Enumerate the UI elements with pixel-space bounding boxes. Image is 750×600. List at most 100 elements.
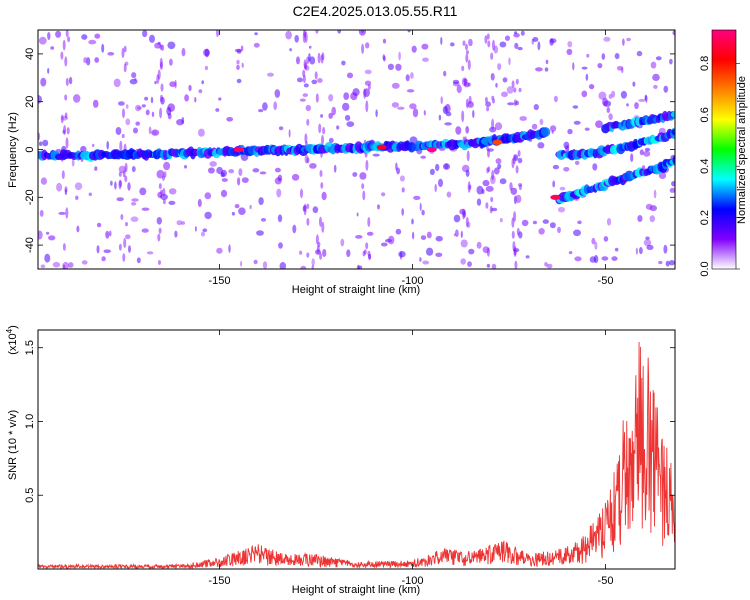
spectrogram-speckle <box>495 82 498 88</box>
spectrogram-speckle <box>514 260 518 269</box>
spectrogram-speckle <box>198 128 205 137</box>
spectrogram-speckle <box>38 132 41 141</box>
spectrogram-speckle <box>614 247 619 252</box>
spectrogram-speckle <box>594 241 598 250</box>
spectrogram-speckle <box>158 183 162 190</box>
spectrogram-speckle <box>188 84 192 92</box>
spectrogram-speckle <box>468 248 475 255</box>
spectrogram-speckle <box>154 80 157 85</box>
spectrogram-speckle <box>128 245 131 253</box>
spectrogram-speckle <box>501 91 508 98</box>
spectrogram-speckle <box>236 64 240 70</box>
spectrogram-speckle <box>559 186 566 191</box>
spectrogram-speckle <box>133 127 138 134</box>
spectrogram-speckle <box>274 89 281 98</box>
spectrogram-speckle <box>511 230 515 239</box>
spectrogram-speckle <box>343 92 350 100</box>
spectrogram-speckle <box>567 41 573 48</box>
spectrogram-speckle <box>419 257 422 262</box>
spectrogram-speckle <box>639 149 644 156</box>
spectrogram-speckle <box>194 96 197 103</box>
spectrogram-speckle <box>395 228 402 235</box>
spectrogram-speckle <box>328 94 334 102</box>
spectrogram-speckle <box>487 148 490 158</box>
spectrogram-speckle <box>380 192 386 197</box>
spectrogram-speckle <box>455 126 462 135</box>
snr-x-tick-label: -100 <box>401 575 423 587</box>
spectrogram-speckle <box>466 50 469 55</box>
spectrogram-speckle <box>317 241 321 248</box>
spectrogram-speckle <box>465 216 469 228</box>
snr-y-multiplier: (x104) <box>5 325 19 355</box>
snr-background <box>38 330 675 569</box>
spectrogram-speckle <box>131 202 137 206</box>
spectrogram-speckle <box>279 262 287 269</box>
spectrogram-speckle <box>306 203 310 209</box>
spectrogram-speckle <box>462 40 466 46</box>
spectrogram-speckle <box>346 121 355 127</box>
spectrogram-speckle <box>382 38 387 44</box>
spectrogram-speckle <box>319 252 323 260</box>
spectrogram-speckle <box>597 63 603 69</box>
spectrogram-speckle <box>482 179 490 187</box>
spectrogram-speckle <box>643 239 652 247</box>
spectrogram-speckle <box>586 53 590 58</box>
spectrogram-speckle <box>405 74 410 82</box>
spectrogram-speckle <box>109 230 112 237</box>
spectrogram-speckle <box>160 83 164 92</box>
spectrogram-speckle <box>397 106 405 110</box>
spectrogram-speckle <box>602 97 608 107</box>
spectrogram-speckle <box>515 165 519 174</box>
spectrogram-speckle <box>672 30 675 36</box>
spectrogram-speckle <box>144 96 149 101</box>
spectrogram-speckle <box>40 77 47 87</box>
spectrogram-speckle <box>125 104 129 109</box>
spectrogram-peak <box>492 139 503 145</box>
spectrogram-x-tick-label: -100 <box>401 275 423 287</box>
spectrogram-speckle <box>249 204 252 210</box>
spectrogram-speckle <box>438 178 443 188</box>
spectrogram-speckle <box>309 163 317 169</box>
snr-y-ticks: 0.5 1.0 1.5 <box>24 340 675 503</box>
spectrogram-speckle <box>258 109 264 113</box>
spectrogram-speckle <box>565 145 570 153</box>
spectrogram-speckle <box>39 209 44 217</box>
spectrogram-speckle <box>572 62 575 71</box>
spectrogram-speckle <box>643 150 651 157</box>
spectrogram-speckle <box>174 230 178 238</box>
spectrogram-speckle <box>490 196 494 203</box>
spectrogram-speckle <box>152 130 157 136</box>
spectrogram-speckle <box>125 234 131 240</box>
spectrogram-speckle <box>461 110 465 123</box>
snr-x-ticks: -150 -100 -50 <box>208 330 613 587</box>
spectrogram-speckle <box>645 236 650 240</box>
spectrogram-band-cell <box>670 111 675 118</box>
chart-title: C2E4.2025.013.05.55.R11 <box>293 3 458 19</box>
colorbar-tick-label: 0.0 <box>699 261 711 276</box>
spectrogram-speckle <box>141 104 146 108</box>
spectrogram-speckle <box>231 211 235 216</box>
spectrogram-speckle <box>406 89 415 93</box>
spectrogram-speckle <box>176 119 184 126</box>
spectrogram-speckle <box>491 263 497 269</box>
spectrogram-speckle <box>237 177 241 186</box>
spectrogram-speckle <box>362 190 366 201</box>
spectrogram-speckle <box>184 165 187 169</box>
spectrogram-speckle <box>337 30 342 34</box>
spectrogram-speckle <box>380 242 388 247</box>
spectrogram-speckle <box>646 244 654 250</box>
spectrogram-speckle <box>169 81 177 88</box>
spectrogram-peak <box>233 146 244 153</box>
spectrogram-y-tick-label: 40 <box>24 48 36 60</box>
spectrogram-speckle <box>344 114 351 121</box>
spectrogram-speckle <box>47 67 50 74</box>
spectrogram-speckle <box>253 42 260 48</box>
spectrogram-speckle <box>240 45 244 52</box>
spectrogram-speckle <box>513 87 517 93</box>
spectrogram-speckle <box>388 235 395 245</box>
spectrogram-speckle <box>55 30 62 38</box>
colorbar: 0.0 0.2 0.4 0.6 0.8 Normalized spectral ampl… <box>699 29 748 277</box>
spectrogram-speckle <box>346 249 351 258</box>
spectrogram-speckle <box>363 249 367 255</box>
spectrogram-speckle <box>197 198 202 208</box>
